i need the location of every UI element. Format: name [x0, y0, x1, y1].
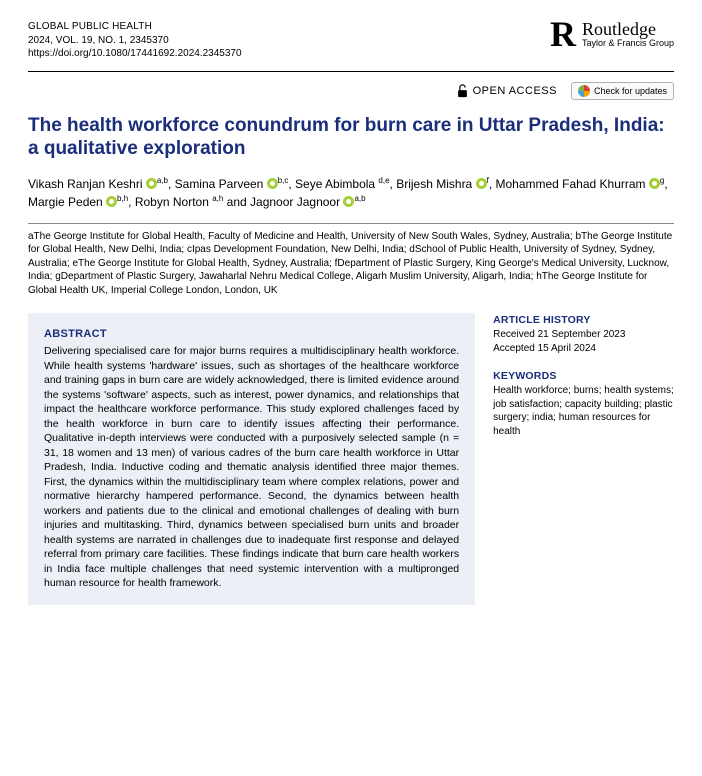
body-columns: ABSTRACT Delivering specialised care for… [28, 313, 674, 604]
journal-doi: https://doi.org/10.1080/17441692.2024.23… [28, 47, 242, 61]
keywords-text: Health workforce; burns; health systems;… [493, 384, 674, 438]
abstract-heading: ABSTRACT [44, 327, 459, 342]
orcid-icon [267, 178, 278, 189]
routledge-logo-icon: R [550, 20, 576, 49]
author-list: Vikash Ranjan Keshri a,b, Samina Parveen… [28, 175, 674, 211]
article-history-block: ARTICLE HISTORY Received 21 September 20… [493, 313, 674, 355]
journal-issue: 2024, VOL. 19, NO. 1, 2345370 [28, 34, 242, 48]
publisher-block: R Routledge Taylor & Francis Group [550, 20, 674, 49]
article-title: The health workforce conundrum for burn … [28, 114, 674, 162]
crossmark-icon [578, 85, 590, 97]
sidebar: ARTICLE HISTORY Received 21 September 20… [493, 313, 674, 452]
journal-name: GLOBAL PUBLIC HEALTH [28, 20, 242, 34]
publisher-brand: Routledge [582, 20, 674, 39]
orcid-icon [106, 196, 117, 207]
keywords-block: KEYWORDS Health workforce; burns; health… [493, 369, 674, 438]
orcid-icon [146, 178, 157, 189]
open-access-label: OPEN ACCESS [473, 85, 557, 97]
keywords-heading: KEYWORDS [493, 369, 674, 383]
article-history-received: Received 21 September 2023 [493, 328, 674, 342]
open-access-badge: OPEN ACCESS [457, 84, 557, 98]
access-row: OPEN ACCESS Check for updates [28, 82, 674, 100]
publisher-tagline: Taylor & Francis Group [582, 39, 674, 48]
abstract-text: Delivering specialised care for major bu… [44, 344, 459, 590]
abstract-box: ABSTRACT Delivering specialised care for… [28, 313, 475, 604]
journal-header: GLOBAL PUBLIC HEALTH 2024, VOL. 19, NO. … [28, 20, 674, 72]
journal-meta: GLOBAL PUBLIC HEALTH 2024, VOL. 19, NO. … [28, 20, 242, 61]
article-history-accepted: Accepted 15 April 2024 [493, 342, 674, 356]
orcid-icon [343, 196, 354, 207]
check-updates-label: Check for updates [594, 86, 667, 96]
article-history-heading: ARTICLE HISTORY [493, 313, 674, 327]
orcid-icon [476, 178, 487, 189]
open-lock-icon [457, 84, 468, 98]
orcid-icon [649, 178, 660, 189]
check-updates-button[interactable]: Check for updates [571, 82, 674, 100]
affiliations: aThe George Institute for Global Health,… [28, 223, 674, 298]
